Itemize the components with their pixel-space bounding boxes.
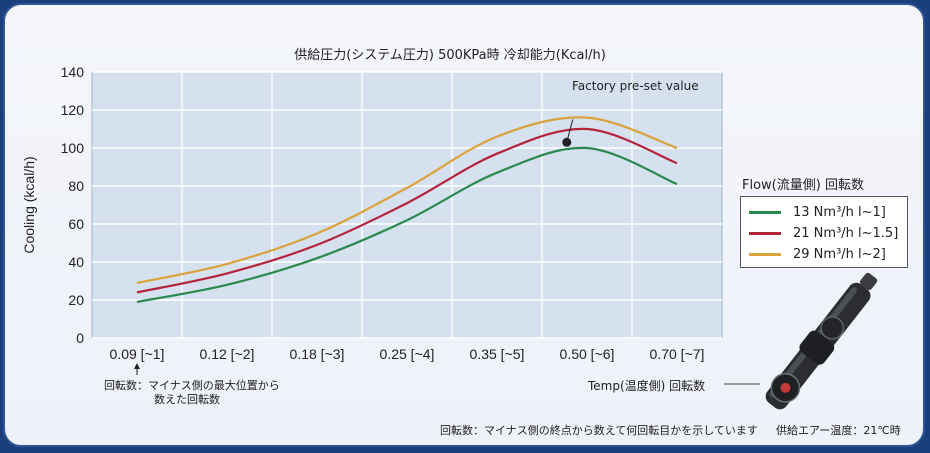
y-tick-label: 60 <box>68 216 84 232</box>
x-tick-label: 0.35 [~5] <box>470 346 525 362</box>
legend-item-21: 21 Nm³/h l~1.5] <box>749 224 898 242</box>
chart-title: 供給圧力(システム圧力) 500KPa時 冷却能力(Kcal/h) <box>294 48 606 63</box>
plot-area <box>91 71 723 339</box>
x-tick-label: 0.09 [~1] <box>110 346 165 362</box>
legend-label-21: 21 Nm³/h l~1.5] <box>793 225 899 241</box>
legend-swatch-21 <box>749 231 781 235</box>
legend: 13 Nm³/h l~1] 21 Nm³/h l~1.5] 29 Nm³/h l… <box>740 196 908 268</box>
y-tick-label: 20 <box>68 292 84 308</box>
x-arrow-note-line2: 数えた回転数 <box>154 393 220 406</box>
series-line-13 <box>136 146 678 303</box>
legend-swatch-13 <box>749 210 781 214</box>
y-tick-label: 100 <box>61 140 85 156</box>
x-arrow-note-line1: 回転数：マイナス側の最大位置から <box>104 379 280 392</box>
x-tick-label: 0.50 [~6] <box>560 346 615 362</box>
legend-item-13: 13 Nm³/h l~1] <box>749 203 886 221</box>
series-line-29 <box>136 116 678 284</box>
y-tick-label: 120 <box>61 102 85 118</box>
temp-label: Temp(温度側) 回転数 <box>588 379 706 393</box>
legend-title: Flow(流量側) 回転数 <box>742 178 864 193</box>
legend-label-29: 29 Nm³/h l~2] <box>793 246 886 262</box>
annotation-dot <box>562 137 572 147</box>
legend-item-29: 29 Nm³/h l~2] <box>749 245 886 263</box>
air-temp-note: 供給エアー温度：21℃時 <box>776 424 901 437</box>
x-note-arrowhead <box>134 363 140 369</box>
y-axis-label: Cooling (kcal/h) <box>21 156 37 253</box>
y-tick-label: 40 <box>68 254 84 270</box>
x-tick-label: 0.25 [~4] <box>380 346 435 362</box>
series-line-21 <box>136 127 678 294</box>
bottom-note: 回転数：マイナス側の終点から数えて何回転目かを示しています <box>440 424 758 437</box>
y-tick-label: 140 <box>61 64 85 80</box>
y-tick-label: 0 <box>76 330 84 346</box>
y-tick-label: 80 <box>68 178 84 194</box>
legend-label-13: 13 Nm³/h l~1] <box>793 204 886 220</box>
annotation-label: Factory pre-set value <box>572 79 699 93</box>
nozzle-device-image <box>765 272 878 410</box>
legend-swatch-29 <box>749 252 781 256</box>
x-tick-label: 0.70 [~7] <box>650 346 705 362</box>
x-tick-label: 0.18 [~3] <box>290 346 345 362</box>
x-tick-label: 0.12 [~2] <box>200 346 255 362</box>
